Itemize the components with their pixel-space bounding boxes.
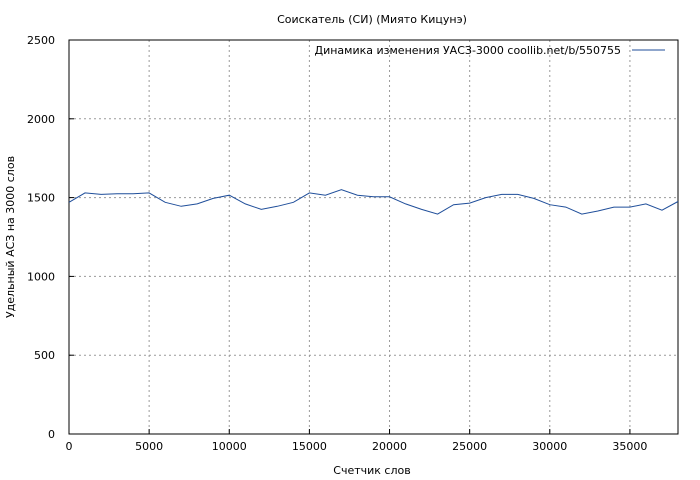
chart-title: Соискатель (СИ) (Миято Кицунэ) <box>277 13 467 26</box>
axis-ticks: 0 5000 10000 15000 20000 25000 30000 35000 0 500 1… <box>27 34 647 453</box>
x-tick-label: 20000 <box>372 440 407 453</box>
x-tick-label: 15000 <box>292 440 327 453</box>
y-tick-label: 2500 <box>27 34 55 47</box>
x-tick-label: 25000 <box>452 440 487 453</box>
y-tick-label: 1000 <box>27 270 55 283</box>
x-tick-label: 30000 <box>532 440 567 453</box>
y-axis-label: Удельный АСЗ на 3000 слов <box>4 156 17 318</box>
legend: Динамика изменения УАСЗ-3000 coollib.net… <box>315 44 665 57</box>
x-axis-label: Счетчик слов <box>333 464 410 477</box>
grid <box>69 40 678 434</box>
x-tick-label: 35000 <box>612 440 647 453</box>
plot-frame <box>68 39 679 435</box>
y-tick-label: 1500 <box>27 192 55 205</box>
y-tick-label: 0 <box>48 428 55 441</box>
y-tick-label: 500 <box>34 349 55 362</box>
series-group <box>68 189 679 215</box>
x-tick-label: 0 <box>66 440 73 453</box>
legend-label: Динамика изменения УАСЗ-3000 coollib.net… <box>315 44 622 57</box>
x-tick-label: 5000 <box>135 440 163 453</box>
plot-area <box>69 40 678 434</box>
y-tick-label: 2000 <box>27 113 55 126</box>
x-tick-label: 10000 <box>212 440 247 453</box>
series-line <box>68 189 679 215</box>
